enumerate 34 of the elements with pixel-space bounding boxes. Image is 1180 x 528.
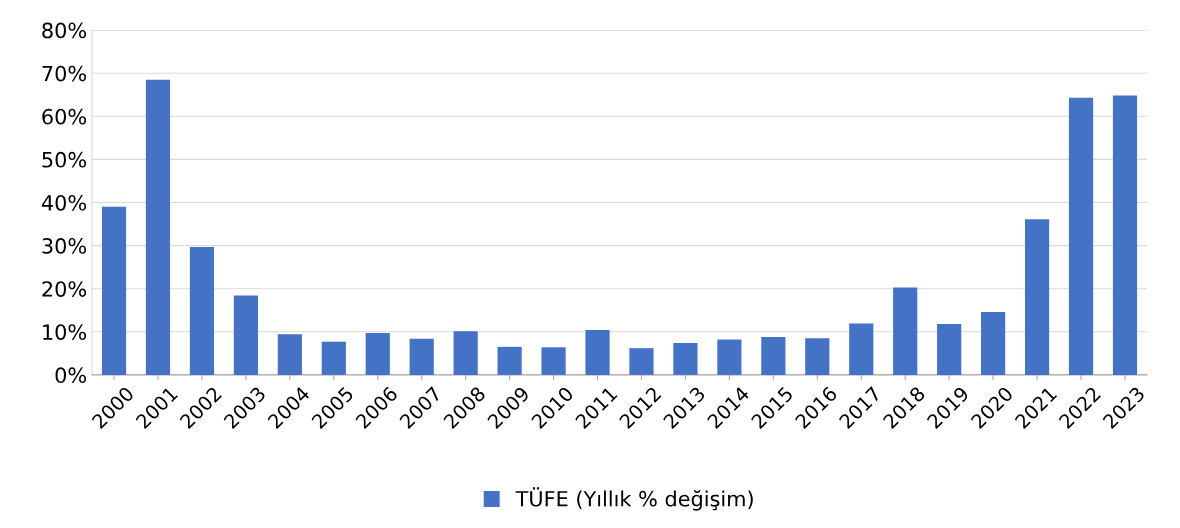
bar — [365, 333, 390, 375]
bar — [453, 331, 478, 375]
bar — [189, 246, 215, 375]
bar — [1112, 95, 1138, 375]
bar — [761, 336, 786, 375]
bar — [233, 295, 258, 375]
y-tick-label: 20% — [42, 281, 87, 297]
bar — [717, 339, 742, 375]
y-tick-label: 40% — [41, 194, 87, 211]
bar — [673, 342, 698, 375]
bar — [277, 334, 302, 375]
bar — [981, 311, 1006, 375]
bar — [629, 348, 654, 375]
bar — [585, 330, 610, 375]
bar — [321, 341, 346, 375]
bar — [893, 287, 918, 375]
y-tick-label: 30% — [42, 238, 87, 254]
bar — [937, 324, 962, 375]
bar — [145, 79, 171, 375]
bar — [101, 206, 127, 375]
y-tick-label: 10% — [43, 324, 87, 340]
y-tick-label: 70% — [42, 65, 87, 82]
y-tick-label: 50% — [42, 151, 87, 168]
bar — [849, 323, 874, 375]
bar — [497, 346, 522, 375]
bar — [409, 338, 434, 375]
bar — [1068, 97, 1094, 375]
legend-label: TÜFE (Yıllık % değişim) — [515, 487, 753, 511]
bar — [541, 347, 566, 375]
bar — [805, 338, 830, 375]
y-tick-label: 80% — [42, 22, 87, 39]
bar — [1024, 219, 1050, 375]
y-tick-label: 60% — [42, 108, 87, 125]
y-tick-label: 0% — [55, 367, 87, 384]
